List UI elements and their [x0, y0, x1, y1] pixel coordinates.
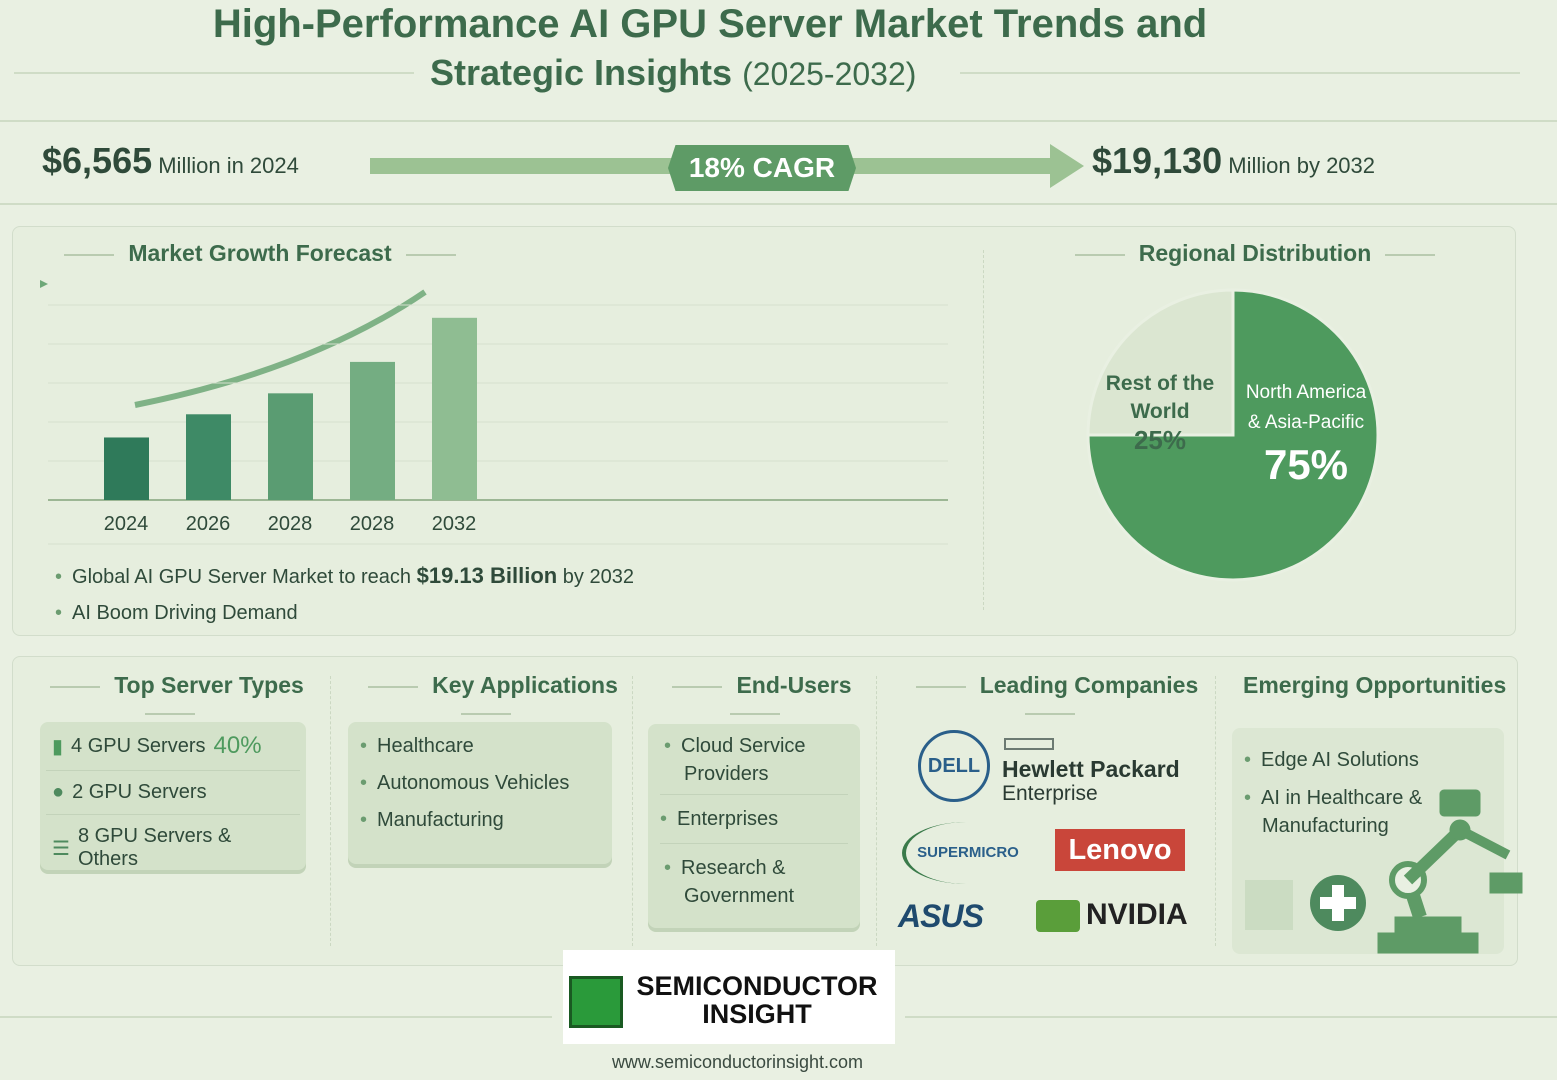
- nvidia-eye-icon: [1036, 900, 1080, 932]
- x-tick-label: 2028: [268, 513, 313, 535]
- title-line-1: High-Performance AI GPU Server Market Tr…: [212, 2, 1208, 46]
- end-users-heading: End-Users: [630, 672, 880, 726]
- kpi-end: $19,130 Million by 2032: [1092, 140, 1375, 182]
- x-tick-label: 2026: [186, 513, 231, 535]
- robot-arm-icon: [1377, 789, 1523, 954]
- companies-heading: Leading Companies: [880, 672, 1220, 726]
- x-tick-label: 2032: [432, 513, 477, 535]
- title-text: Strategic Insights: [430, 52, 733, 93]
- kpi-end-value: $19,130: [1092, 140, 1223, 181]
- opportunity-item: Edge AI Solutions: [1244, 746, 1492, 774]
- user-icon: ●: [52, 781, 65, 803]
- divider: [1215, 676, 1216, 946]
- label: 2 GPU Servers: [72, 781, 207, 803]
- dell-logo: DELL: [918, 730, 990, 802]
- bullet-text: Global AI GPU Server Market to reach: [72, 566, 412, 588]
- end-user-item: Enterprises: [660, 795, 848, 844]
- x-tick-label: 2024: [104, 513, 149, 535]
- divider: [0, 203, 1557, 205]
- bullet-ai-boom: AI Boom Driving Demand: [55, 599, 634, 627]
- application-item: Healthcare: [360, 732, 600, 760]
- pie-chart: [1086, 288, 1380, 582]
- bar-2028: [268, 393, 313, 500]
- kpi-start-label: Million in 2024: [158, 153, 299, 178]
- application-item: Autonomous Vehicles: [360, 769, 600, 797]
- hpe-logo-sub: Enterprise: [1002, 782, 1098, 805]
- label-text: Rest of the: [1105, 372, 1215, 395]
- title-line-2: Strategic Insights (2025-2032): [430, 52, 916, 94]
- applications-heading: Key Applications: [336, 672, 636, 726]
- label-pct: 75%: [1263, 441, 1349, 488]
- label-text: & Asia-Pacific: [1247, 412, 1365, 433]
- forecast-heading: Market Growth Forecast: [40, 240, 480, 267]
- grid-icon: [1245, 880, 1293, 930]
- bar-2026: [186, 414, 231, 500]
- divider: [960, 72, 1520, 74]
- server-types-heading: Top Server Types: [20, 672, 320, 726]
- pie-label-rest: Rest of the World 25%: [1095, 370, 1225, 454]
- server-stack-icon: ☰: [52, 837, 70, 860]
- bar-2028: [350, 361, 395, 500]
- asus-logo: ASUS: [898, 898, 984, 934]
- brand-logo: SEMICONDUCTOR INSIGHT: [563, 950, 895, 1044]
- server-type-8gpu: ☰ 8 GPU Servers & Others: [46, 815, 300, 881]
- bar-2032: [432, 317, 477, 500]
- kpi-start: $6,565 Million in 2024: [42, 140, 299, 182]
- server-type-2gpu: ● 2 GPU Servers: [46, 771, 300, 815]
- chip-icon: [569, 976, 623, 1028]
- divider: [905, 1016, 1557, 1018]
- hpe-logo-mark: [1004, 738, 1054, 750]
- bar-chart-icon: ▮: [52, 735, 64, 758]
- lenovo-logo: Lenovo: [1055, 829, 1185, 871]
- nvidia-logo: NVIDIA: [1086, 898, 1188, 931]
- forecast-bullets: Global AI GPU Server Market to reach $19…: [55, 562, 634, 627]
- bullet-market-reach: Global AI GPU Server Market to reach $19…: [55, 562, 634, 591]
- x-tick-label: 2028: [350, 513, 395, 535]
- opportunities-heading: Emerging Opportunities: [1243, 672, 1507, 698]
- divider: [330, 676, 331, 946]
- divider: [14, 72, 414, 74]
- pie-label-na-apac: North America & Asia-Pacific 75%: [1238, 378, 1374, 488]
- robot-arm-illustration: [1245, 789, 1523, 954]
- divider: [632, 676, 633, 946]
- server-type-4gpu: ▮ 4 GPU Servers 40%: [46, 722, 300, 771]
- label-text: World: [1130, 400, 1190, 423]
- label-text: North America: [1245, 382, 1367, 403]
- divider: [0, 1016, 552, 1018]
- bullet-highlight: $19.13 Billion: [416, 563, 558, 588]
- cagr-badge: 18% CAGR: [668, 145, 856, 191]
- brand-line: SEMICONDUCTOR: [636, 971, 878, 1001]
- bullet-text: by 2032: [562, 566, 634, 588]
- label: 4 GPU Servers: [71, 734, 206, 757]
- bar-2024: [104, 437, 149, 500]
- opportunity-item: AI in Healthcare & Manufacturing: [1244, 784, 1444, 840]
- kpi-start-value: $6,565: [42, 140, 153, 181]
- hpe-logo: Hewlett Packard: [1002, 756, 1180, 782]
- supermicro-logo: SUPERMICRO: [902, 822, 1030, 884]
- brand-line: INSIGHT: [702, 999, 812, 1029]
- bar-chart: 2024 2026 2028 2028 2032: [40, 280, 948, 545]
- label-pct: 25%: [1133, 425, 1187, 455]
- brand-name: SEMICONDUCTOR INSIGHT: [627, 972, 887, 1028]
- end-users-card: Cloud Service Providers Enterprises Rese…: [648, 724, 860, 928]
- share: 40%: [213, 732, 262, 759]
- title-years: (2025-2032): [742, 56, 917, 92]
- divider: [876, 676, 877, 946]
- label: 8 GPU Servers & Others: [77, 825, 232, 870]
- region-heading: Regional Distribution: [1010, 240, 1500, 267]
- end-user-item: Research & Government: [660, 844, 848, 910]
- applications-card: Healthcare Autonomous Vehicles Manufactu…: [348, 722, 612, 864]
- kpi-end-label: Million by 2032: [1228, 153, 1376, 178]
- trend-arrow: [134, 289, 427, 408]
- pie-slice-1: [1086, 288, 1235, 437]
- divider: [0, 120, 1557, 122]
- website-link[interactable]: www.semiconductorinsight.com: [611, 1052, 864, 1072]
- divider: [983, 250, 984, 610]
- application-item: Manufacturing: [360, 806, 600, 834]
- server-types-card: ▮ 4 GPU Servers 40% ● 2 GPU Servers ☰ 8 GPU …: [40, 722, 306, 870]
- end-user-item: Cloud Service Providers: [660, 732, 848, 795]
- arrow-head-icon: [1050, 144, 1084, 188]
